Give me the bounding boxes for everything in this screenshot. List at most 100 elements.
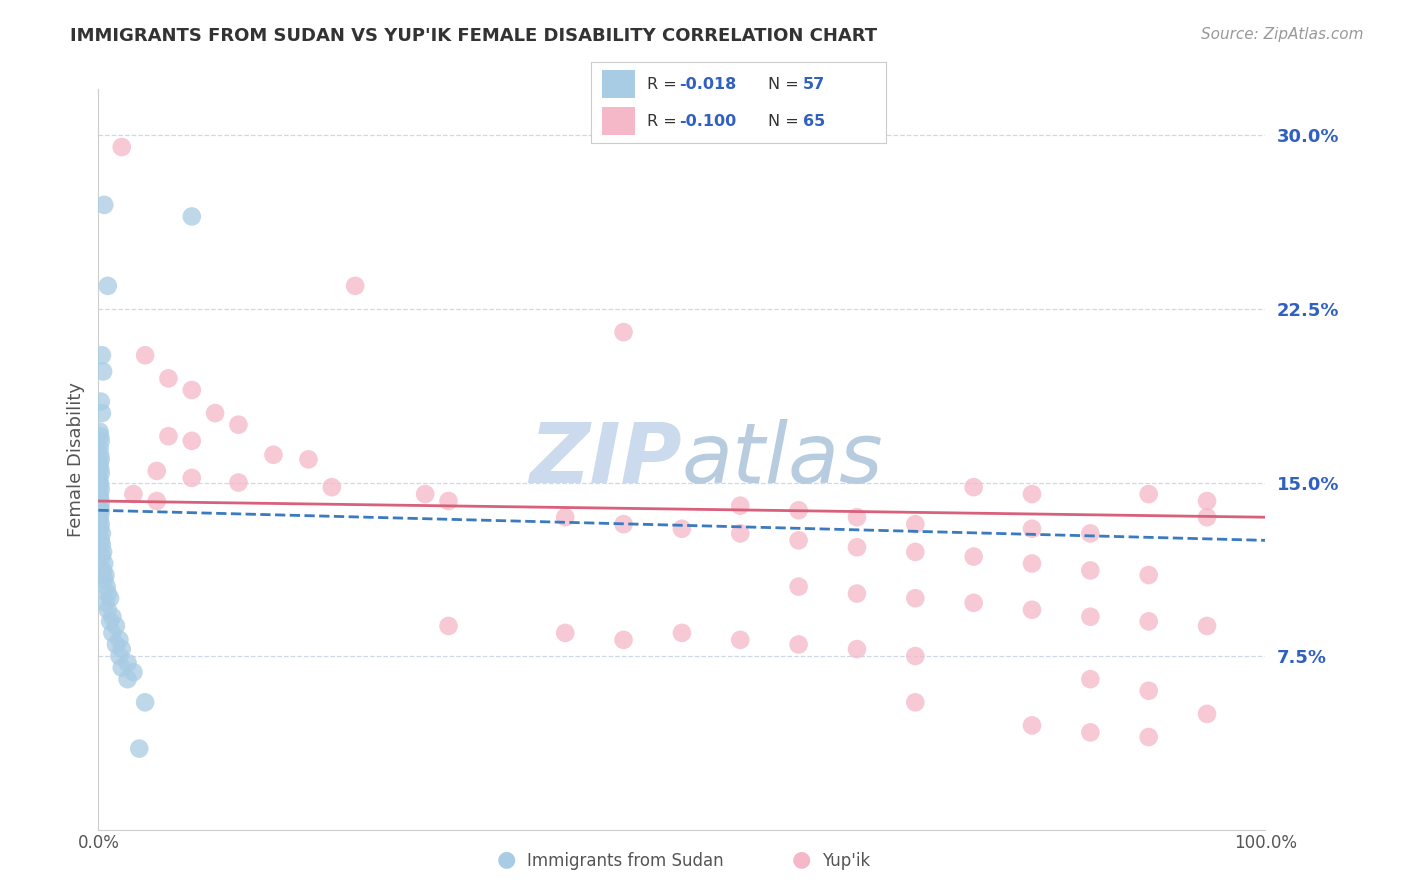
Point: [89, 487, 111, 501]
Point: [671, 626, 693, 640]
Point: [111, 140, 134, 154]
Point: [730, 632, 752, 647]
Point: [904, 591, 927, 606]
Point: [413, 487, 436, 501]
Point: [90, 348, 112, 362]
Point: [204, 406, 226, 420]
Point: [98, 591, 121, 606]
Text: ●: ●: [792, 850, 811, 870]
Point: [97, 278, 120, 293]
Text: 57: 57: [803, 77, 825, 92]
Point: [962, 480, 984, 494]
Point: [91, 564, 114, 578]
Point: [89, 441, 111, 455]
Point: [122, 665, 145, 680]
Point: [96, 580, 118, 594]
Point: [846, 541, 869, 555]
Point: [117, 672, 139, 686]
Point: [1080, 725, 1102, 739]
Point: [1137, 683, 1160, 698]
Point: [93, 557, 115, 571]
Point: [904, 517, 927, 532]
Point: [157, 371, 180, 385]
Point: [1137, 730, 1160, 744]
Point: [90, 533, 112, 548]
Text: Immigrants from Sudan: Immigrants from Sudan: [527, 852, 724, 870]
Point: [90, 452, 112, 467]
Point: [90, 483, 112, 497]
Point: [104, 637, 127, 651]
Point: [1021, 718, 1043, 732]
Point: [1137, 487, 1160, 501]
Point: [97, 586, 120, 600]
Point: [90, 517, 112, 532]
Point: [344, 278, 367, 293]
Text: ZIP: ZIP: [529, 419, 682, 500]
Text: Yup'ik: Yup'ik: [823, 852, 870, 870]
Point: [108, 632, 131, 647]
Point: [180, 210, 202, 224]
Point: [90, 467, 112, 481]
Text: -0.100: -0.100: [679, 113, 737, 128]
Point: [90, 503, 112, 517]
Point: [787, 503, 810, 517]
Point: [111, 642, 134, 657]
Point: [101, 626, 124, 640]
Point: [1197, 706, 1219, 721]
Point: [89, 491, 111, 506]
Point: [262, 448, 284, 462]
Point: [89, 508, 111, 522]
Bar: [602, 107, 636, 135]
Point: [846, 586, 869, 600]
Point: [146, 464, 169, 478]
Point: [1021, 522, 1043, 536]
Point: [91, 545, 114, 559]
Point: [671, 522, 693, 536]
Point: [1080, 564, 1102, 578]
Point: [97, 603, 120, 617]
Point: [612, 517, 634, 532]
Bar: [602, 70, 636, 98]
Point: [1080, 526, 1102, 541]
Point: [787, 533, 810, 548]
Point: [180, 383, 202, 397]
Text: -0.018: -0.018: [679, 77, 737, 92]
Point: [128, 741, 150, 756]
Point: [104, 619, 127, 633]
Point: [787, 637, 810, 651]
Point: [90, 526, 112, 541]
Text: atlas: atlas: [682, 419, 883, 500]
Point: [612, 325, 634, 339]
Point: [90, 496, 112, 510]
Point: [1137, 615, 1160, 629]
Point: [1137, 568, 1160, 582]
Text: ●: ●: [496, 850, 516, 870]
Point: [554, 626, 576, 640]
Point: [90, 538, 112, 552]
Point: [846, 642, 869, 657]
Point: [89, 448, 111, 462]
Point: [962, 596, 984, 610]
Point: [962, 549, 984, 564]
Point: [90, 434, 112, 448]
Point: [846, 510, 869, 524]
Point: [157, 429, 180, 443]
Point: [89, 512, 111, 526]
Text: N =: N =: [768, 77, 804, 92]
Point: [101, 609, 124, 624]
Point: [228, 475, 250, 490]
Text: IMMIGRANTS FROM SUDAN VS YUP'IK FEMALE DISABILITY CORRELATION CHART: IMMIGRANTS FROM SUDAN VS YUP'IK FEMALE D…: [70, 27, 877, 45]
Point: [134, 348, 156, 362]
Text: 65: 65: [803, 113, 825, 128]
Point: [94, 568, 117, 582]
Point: [180, 471, 202, 485]
Point: [89, 478, 111, 492]
Point: [1197, 494, 1219, 508]
Point: [89, 522, 111, 536]
Point: [89, 500, 111, 515]
Point: [612, 632, 634, 647]
Point: [321, 480, 343, 494]
Point: [90, 406, 112, 420]
Point: [904, 695, 927, 709]
Point: [91, 364, 114, 378]
